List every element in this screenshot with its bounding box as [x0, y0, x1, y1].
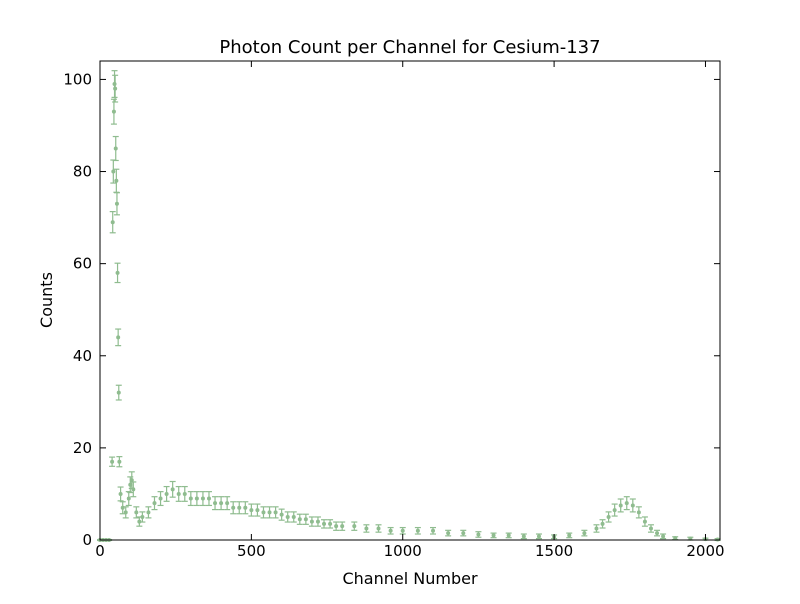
data-point — [431, 528, 436, 533]
plot-frame — [99, 60, 721, 541]
data-point — [655, 531, 660, 536]
data-point — [219, 501, 224, 506]
chart-title: Photon Count per Channel for Cesium-137 — [219, 37, 600, 58]
data-point — [129, 478, 134, 483]
data-point — [661, 534, 666, 539]
y-tick-label: 60 — [73, 255, 92, 273]
data-point — [118, 491, 123, 496]
x-axis-label: Channel Number — [342, 569, 477, 588]
data-point — [297, 517, 302, 522]
y-tick-label: 20 — [73, 439, 92, 457]
data-point — [115, 270, 120, 275]
x-tick-label: 1000 — [384, 542, 422, 560]
data-point — [113, 146, 118, 151]
data-point — [200, 496, 205, 501]
data-point — [606, 514, 611, 519]
data-point — [582, 531, 587, 536]
data-point — [176, 491, 181, 496]
data-point — [636, 510, 641, 515]
data-point — [117, 459, 122, 464]
data-point — [110, 220, 115, 225]
data-point — [243, 505, 248, 510]
data-point — [123, 510, 128, 515]
data-point — [303, 517, 308, 522]
y-tick-label: 0 — [82, 531, 92, 549]
data-point — [415, 528, 420, 533]
data-point — [285, 514, 290, 519]
data-point — [279, 512, 284, 517]
data-point — [237, 505, 242, 510]
data-point — [170, 487, 175, 492]
data-point — [126, 496, 131, 501]
data-point — [612, 508, 617, 513]
data-point — [334, 524, 339, 529]
data-point — [113, 86, 118, 91]
data-point — [273, 510, 278, 515]
data-point — [642, 519, 647, 524]
data-point — [255, 508, 260, 513]
data-point — [249, 508, 254, 513]
data-point — [506, 533, 511, 538]
data-point — [134, 510, 139, 515]
data-point — [116, 335, 121, 340]
data-point — [261, 510, 266, 515]
data-point — [146, 510, 151, 515]
data-point — [400, 528, 405, 533]
data-point — [648, 526, 653, 531]
data-point — [309, 519, 314, 524]
data-point — [188, 496, 193, 501]
data-point — [206, 496, 211, 501]
data-point — [267, 510, 272, 515]
data-point — [152, 501, 157, 506]
x-tick-label: 500 — [237, 542, 266, 560]
y-tick-label: 80 — [73, 163, 92, 181]
data-point — [352, 524, 357, 529]
data-point — [630, 503, 635, 508]
data-point — [315, 519, 320, 524]
data-point — [618, 503, 623, 508]
data-point — [491, 533, 496, 538]
y-tick-label: 100 — [63, 70, 92, 88]
data-point — [164, 491, 169, 496]
data-point — [567, 533, 572, 538]
data-point — [600, 521, 605, 526]
data-point — [364, 526, 369, 531]
data-point — [114, 178, 119, 183]
x-tick-label: 0 — [95, 542, 105, 560]
data-point — [376, 526, 381, 531]
data-point — [194, 496, 199, 501]
data-point — [116, 390, 121, 395]
data-point — [322, 521, 327, 526]
data-point — [110, 459, 115, 464]
data-point — [536, 534, 541, 539]
x-tick-label: 1500 — [535, 542, 573, 560]
y-tick-label: 40 — [73, 347, 92, 365]
x-tick-label: 2000 — [686, 542, 724, 560]
data-point — [461, 531, 466, 536]
data-point — [158, 496, 163, 501]
data-point — [594, 526, 599, 531]
data-point — [111, 109, 116, 114]
data-point — [140, 514, 145, 519]
data-point — [340, 524, 345, 529]
data-point — [446, 531, 451, 536]
data-point — [328, 521, 333, 526]
data-point — [111, 169, 116, 174]
data-point — [388, 528, 393, 533]
data-point — [112, 82, 117, 87]
data-point — [131, 487, 136, 492]
data-point — [673, 536, 678, 541]
y-axis-label: Counts — [37, 272, 56, 328]
data-point — [476, 532, 481, 537]
data-point — [225, 501, 230, 506]
data-point — [182, 491, 187, 496]
data-point — [231, 505, 236, 510]
data-point — [291, 514, 296, 519]
data-point — [213, 501, 218, 506]
data-point — [624, 501, 629, 506]
data-point — [521, 534, 526, 539]
data-point — [114, 201, 119, 206]
